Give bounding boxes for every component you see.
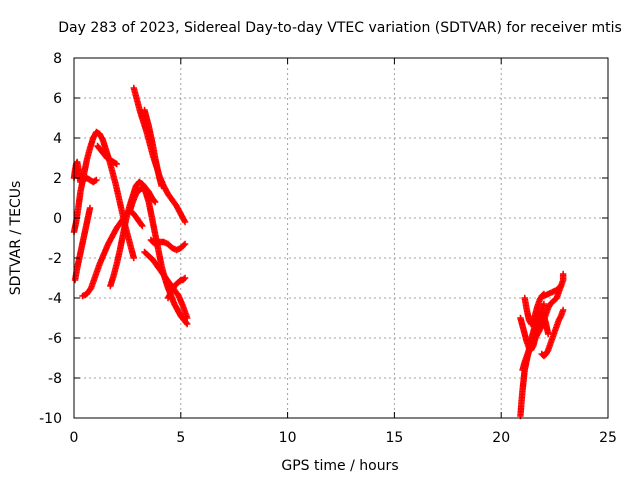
data-point (130, 254, 138, 262)
grid (74, 58, 608, 418)
data-point (184, 314, 191, 322)
x-tick-label: 5 (176, 430, 185, 446)
data-point (181, 240, 189, 248)
y-axis-label: SDTVAR / TECUs (8, 181, 24, 296)
x-tick-label: 25 (599, 430, 617, 446)
y-tick-label: -10 (39, 411, 62, 427)
y-tick-label: 8 (53, 51, 62, 67)
data-point (180, 275, 188, 283)
y-tick-label: -2 (48, 251, 62, 267)
series-track-11 (147, 236, 189, 254)
data-point (559, 270, 567, 278)
data-point (151, 197, 158, 205)
plot-frame (73, 57, 609, 419)
data-point (138, 221, 145, 228)
series-track-9 (130, 84, 189, 226)
series-track-3 (77, 174, 100, 186)
y-tick-label: 4 (53, 131, 62, 147)
x-tick-label: 10 (279, 430, 297, 446)
data-point (180, 241, 188, 249)
y-tick-label: -4 (48, 291, 62, 307)
x-axis-label: GPS time / hours (281, 458, 398, 474)
x-tick-label: 20 (492, 430, 510, 446)
data-points (70, 84, 567, 420)
data-point (139, 222, 146, 230)
series-track-13 (164, 274, 189, 302)
y-tick-label: -6 (48, 331, 62, 347)
data-point (184, 320, 191, 328)
series-track-17 (521, 290, 548, 328)
series-track-5 (79, 206, 146, 300)
data-point (151, 198, 159, 206)
y-tick-label: 0 (53, 211, 62, 227)
y-tick-label: 2 (53, 171, 62, 187)
series-track-19 (540, 270, 567, 300)
series-track-16 (517, 300, 548, 354)
data-point (540, 300, 548, 308)
data-point (93, 176, 100, 184)
x-tick-label: 15 (385, 430, 403, 446)
y-tick-label: -8 (48, 371, 62, 387)
series-track-4 (71, 204, 94, 284)
series-track-18 (538, 306, 567, 360)
data-point (158, 182, 165, 190)
data-point (181, 274, 189, 282)
series-track-7 (107, 178, 159, 290)
series-track-10 (141, 106, 165, 190)
data-point (559, 306, 567, 314)
y-tick-label: 6 (53, 91, 62, 107)
data-point (183, 319, 190, 327)
chart-title: Day 283 of 2023, Sidereal Day-to-day VTE… (58, 20, 622, 36)
data-point (113, 160, 120, 168)
x-tick-label: 0 (70, 430, 79, 446)
series-track-6 (94, 142, 120, 168)
data-point (181, 218, 189, 226)
data-point (86, 204, 94, 212)
axis-ticks: 0 5 10 15 20 25 -10 -8 -6 -4 -2 0 2 4 6 8 (39, 51, 617, 446)
data-point (544, 330, 552, 338)
